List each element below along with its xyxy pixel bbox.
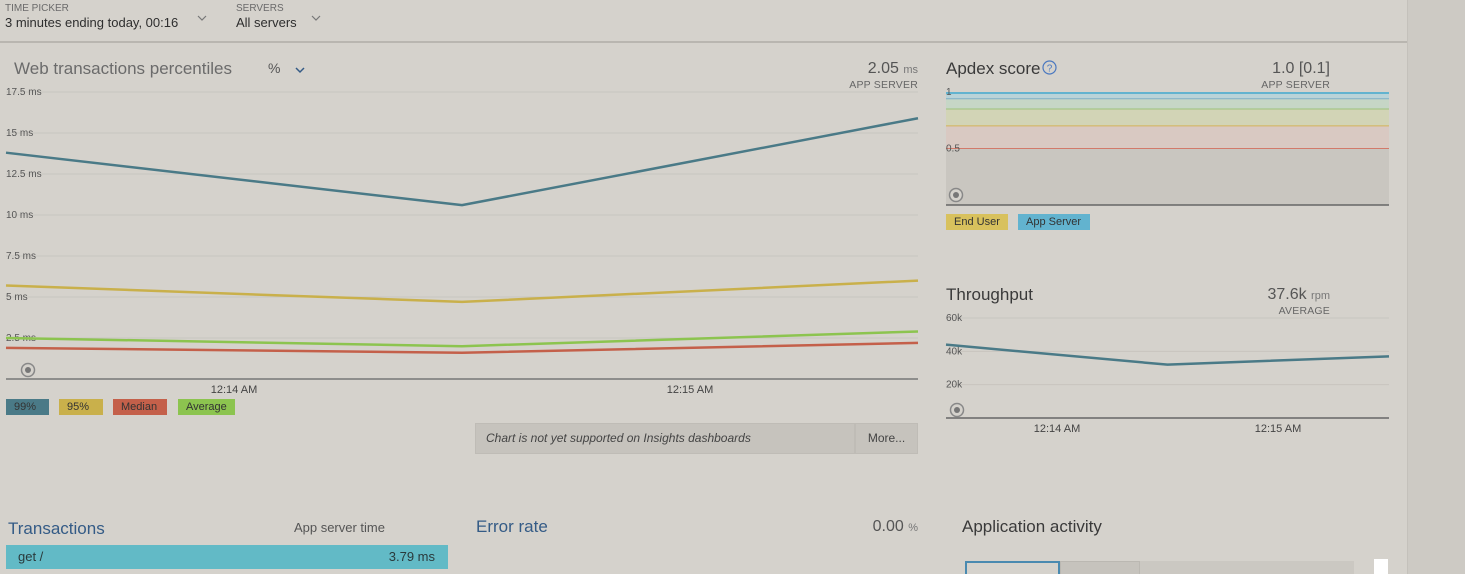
activity-tab-active[interactable] xyxy=(965,561,1060,574)
unit-selector[interactable]: % xyxy=(268,60,308,80)
activity-scroll-marker xyxy=(1374,559,1388,574)
legend-end-user[interactable]: End User xyxy=(946,214,1008,230)
table-row[interactable]: get / 3.79 ms xyxy=(6,545,448,569)
apdex-band xyxy=(946,148,1389,205)
chevron-down-icon xyxy=(311,15,321,21)
eye-icon-pupil xyxy=(953,192,959,198)
time-picker-label: TIME PICKER xyxy=(5,3,69,14)
activity-tab[interactable] xyxy=(1060,561,1140,574)
y-tick-label: 1 xyxy=(946,87,952,98)
series-line xyxy=(945,343,1390,366)
web-transactions-legend: 99% 95% Median Average xyxy=(6,399,406,415)
throughput-number: 37.6k xyxy=(1267,286,1307,303)
eye-icon xyxy=(949,402,965,418)
y-tick-label: 17.5 ms xyxy=(6,87,42,98)
chevron-down-icon xyxy=(197,15,207,21)
transactions-column-label: App server time xyxy=(293,520,385,535)
error-rate-title[interactable]: Error rate xyxy=(476,517,548,536)
x-tick-label: 12:15 AM xyxy=(667,384,713,396)
insights-notice: Chart is not yet supported on Insights d… xyxy=(475,423,855,454)
transaction-time: 3.79 ms xyxy=(388,549,435,564)
x-tick-label: 12:14 AM xyxy=(1034,423,1080,435)
y-tick-label: 10 ms xyxy=(6,210,33,221)
svg-text:?: ? xyxy=(1047,63,1053,74)
servers-value: All servers xyxy=(236,15,297,30)
y-tick-label: 60k xyxy=(946,313,963,324)
apdex-band xyxy=(946,125,1389,149)
series-line xyxy=(5,279,919,304)
transactions-title[interactable]: Transactions xyxy=(8,519,105,538)
apdex-value: 1.0 [0.1] xyxy=(1272,60,1330,77)
time-picker[interactable]: TIME PICKER 3 minutes ending today, 00:1… xyxy=(5,3,215,31)
apdex-chart: 10.5 xyxy=(946,87,1389,206)
web-transactions-value: 2.05 ms xyxy=(868,60,918,78)
throughput-chart: 60k 40k 20k 12:14 AM 12:15 AM xyxy=(945,313,1390,435)
series-line xyxy=(5,117,919,207)
eye-icon xyxy=(948,187,964,203)
servers-picker[interactable]: SERVERS All servers xyxy=(236,3,326,31)
eye-icon xyxy=(20,362,36,378)
transaction-name: get / xyxy=(18,549,44,564)
y-tick-label: 20k xyxy=(946,380,963,391)
legend-median[interactable]: Median xyxy=(113,399,167,415)
apdex-band xyxy=(946,108,1389,126)
servers-label: SERVERS xyxy=(236,3,284,14)
eye-icon-pupil xyxy=(954,407,960,413)
legend-95[interactable]: 95% xyxy=(59,399,103,415)
throughput-sublabel: AVERAGE xyxy=(1278,305,1330,317)
x-tick-label: 12:15 AM xyxy=(1255,423,1301,435)
throughput-value: 37.6k rpm xyxy=(1267,286,1330,304)
web-transactions-sublabel: APP SERVER xyxy=(849,79,918,91)
y-tick-label: 40k xyxy=(946,346,963,357)
question-circle-icon[interactable]: ? xyxy=(1042,60,1057,75)
y-tick-label: 5 ms xyxy=(6,292,28,303)
error-rate-number: 0.00 xyxy=(872,518,904,535)
y-tick-label: 15 ms xyxy=(6,128,33,139)
error-rate-unit: % xyxy=(908,522,918,534)
y-tick-label: 0.5 xyxy=(946,144,960,155)
application-activity-title: Application activity xyxy=(962,517,1102,536)
dashboard: TIME PICKER 3 minutes ending today, 00:1… xyxy=(0,0,1407,574)
apdex-band xyxy=(946,92,1389,99)
more-button[interactable]: More... xyxy=(855,423,918,454)
series-line xyxy=(5,341,919,355)
apdex-title: Apdex score xyxy=(946,59,1041,79)
apdex-sublabel: APP SERVER xyxy=(1261,79,1330,91)
x-tick-label: 12:14 AM xyxy=(211,384,257,396)
activity-tab-strip xyxy=(1140,561,1354,574)
legend-average[interactable]: Average xyxy=(178,399,235,415)
apdex-legend: End User App Server xyxy=(946,214,1146,230)
web-transactions-title: Web transactions percentiles xyxy=(14,59,232,78)
y-tick-label: 7.5 ms xyxy=(6,251,36,262)
error-rate-value: 0.00 % xyxy=(873,518,918,536)
eye-icon-pupil xyxy=(25,367,31,373)
series-line xyxy=(5,330,919,348)
chevron-down-icon xyxy=(295,67,305,74)
legend-app-server[interactable]: App Server xyxy=(1018,214,1090,230)
time-picker-value: 3 minutes ending today, 00:16 xyxy=(5,15,179,30)
throughput-unit: rpm xyxy=(1311,290,1330,302)
y-tick-label: 12.5 ms xyxy=(6,169,42,180)
unit-selector-value: % xyxy=(268,60,281,76)
legend-99[interactable]: 99% xyxy=(6,399,49,415)
scrollbar-area[interactable] xyxy=(1407,0,1465,574)
web-transactions-number: 2.05 xyxy=(867,60,899,77)
web-transactions-unit: ms xyxy=(903,64,918,76)
apdex-title-text: Apdex score xyxy=(946,59,1041,78)
throughput-title: Throughput xyxy=(946,285,1033,304)
apdex-band xyxy=(946,98,1389,109)
filter-bar: TIME PICKER 3 minutes ending today, 00:1… xyxy=(0,0,1407,43)
